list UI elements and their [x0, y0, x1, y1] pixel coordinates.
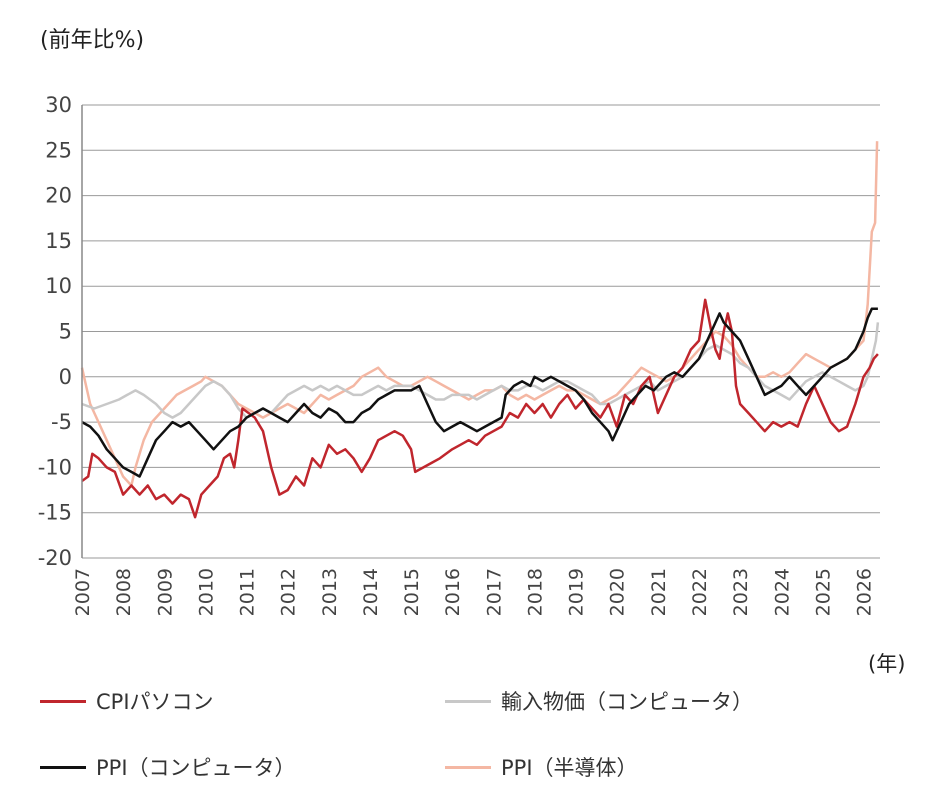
- series-lines: [80, 141, 880, 519]
- x-tick-label: 2021: [648, 568, 670, 616]
- y-tick-label: -20: [38, 546, 72, 570]
- y-tick-label: 10: [45, 274, 72, 298]
- x-tick-label: 2018: [524, 568, 546, 616]
- legend-swatch-import-price: [445, 699, 491, 703]
- x-tick-label: 2012: [278, 568, 300, 616]
- y-tick-label: -5: [51, 410, 72, 434]
- y-axis-ticks: 30 25 20 15 10 5 0 -5 -10 -15 -20: [38, 93, 72, 570]
- series-line-cpi-pc: [81, 298, 879, 519]
- y-tick-label: 15: [45, 229, 72, 253]
- x-tick-label: 2023: [730, 568, 752, 616]
- legend-item-import-price: 輸入物価（コンピュータ）: [445, 686, 753, 716]
- legend-swatch-ppi-computer: [40, 765, 86, 769]
- x-axis-unit-label: (年): [868, 652, 906, 676]
- x-tick-label: 2008: [113, 568, 135, 616]
- y-tick-label: 5: [59, 320, 72, 344]
- x-tick-label: 2024: [771, 568, 793, 616]
- legend-label-ppi-computer: PPI（コンピュータ）: [96, 756, 296, 780]
- x-tick-label: 2025: [812, 568, 834, 616]
- x-tick-label: 2026: [854, 568, 876, 616]
- x-tick-label: 2015: [401, 568, 423, 616]
- x-tick-label: 2016: [442, 568, 464, 616]
- x-tick-label: 2019: [566, 568, 588, 616]
- y-tick-label: -10: [38, 455, 72, 479]
- legend-swatch-cpi-pc: [40, 699, 86, 703]
- series-line-ppi-computer: [81, 307, 878, 478]
- x-tick-label: 2011: [237, 568, 259, 616]
- x-tick-label: 2017: [483, 568, 505, 616]
- x-tick-label: 2013: [319, 568, 341, 616]
- x-tick-label: 2022: [689, 568, 711, 616]
- legend-swatch-ppi-semiconductor: [445, 765, 491, 769]
- legend-item-cpi-pc: CPIパソコン: [40, 686, 214, 716]
- legend-item-ppi-computer: PPI（コンピュータ）: [40, 752, 296, 782]
- legend-label-cpi-pc: CPIパソコン: [96, 690, 214, 714]
- legend-label-import-price: 輸入物価（コンピュータ）: [501, 690, 753, 714]
- series-line-import-price: [81, 322, 880, 419]
- legend-item-ppi-semiconductor: PPI（半導体）: [445, 752, 638, 782]
- x-tick-label: 2007: [72, 568, 94, 616]
- y-tick-label: -15: [38, 501, 72, 525]
- x-tick-label: 2020: [607, 568, 629, 616]
- y-tick-label: 30: [45, 93, 72, 117]
- legend-label-ppi-semiconductor: PPI（半導体）: [501, 756, 638, 780]
- x-tick-label: 2010: [195, 568, 217, 616]
- y-tick-label: 20: [45, 184, 72, 208]
- y-tick-label: 0: [59, 365, 72, 389]
- x-tick-label: 2014: [360, 568, 382, 616]
- gridlines: [82, 104, 880, 559]
- x-tick-label: 2009: [154, 568, 176, 616]
- y-axis-unit-label: (前年比%): [40, 28, 145, 53]
- y-tick-label: 25: [45, 138, 72, 162]
- x-axis-ticks: 2007 2008 2009 2010 2011 2012 2013 2014 2015 2016…: [72, 568, 876, 616]
